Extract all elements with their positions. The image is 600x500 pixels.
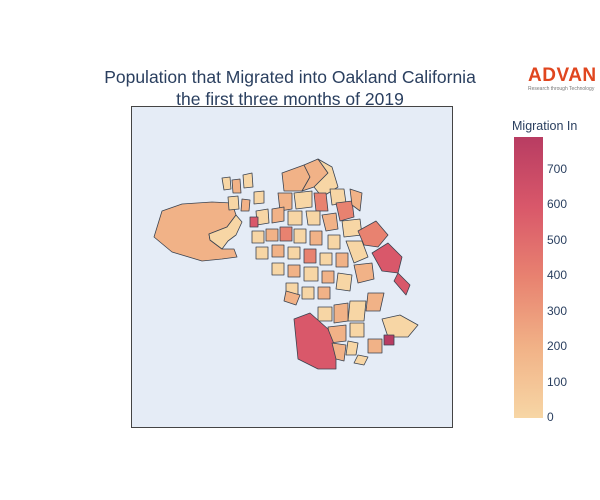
map-region[interactable]	[221, 176, 232, 191]
map-region[interactable]	[240, 198, 251, 212]
colorbar-tick: 200	[547, 339, 568, 353]
map-region[interactable]	[335, 252, 349, 268]
map-region[interactable]	[303, 248, 317, 264]
map-region[interactable]	[287, 210, 303, 226]
map-region[interactable]	[349, 322, 365, 338]
advan-logo: ADVAN Research through Technology	[528, 65, 598, 93]
map-region[interactable]	[353, 262, 375, 284]
colorbar-tick: 300	[547, 304, 568, 318]
map-region[interactable]	[347, 300, 367, 322]
choropleth-map[interactable]	[131, 106, 453, 428]
map-region[interactable]	[303, 266, 319, 282]
map-region[interactable]	[327, 234, 341, 250]
map-region[interactable]	[227, 195, 240, 211]
map-region[interactable]	[253, 190, 265, 205]
map-region[interactable]	[309, 230, 323, 246]
map-region[interactable]	[335, 272, 353, 292]
map-region[interactable]	[353, 354, 369, 366]
map-region[interactable]	[371, 242, 403, 274]
map-region[interactable]	[279, 226, 293, 242]
map-region[interactable]	[319, 252, 333, 266]
map-region[interactable]	[345, 340, 359, 356]
map-region[interactable]	[381, 314, 419, 338]
colorbar-tick: 700	[547, 162, 568, 176]
map-region[interactable]	[301, 286, 315, 300]
colorbar-title: Migration In	[512, 119, 578, 133]
colorbar-tick: 100	[547, 375, 568, 389]
colorbar-gradient	[514, 137, 543, 418]
map-region[interactable]	[271, 244, 285, 258]
map-region[interactable]	[313, 192, 329, 212]
colorbar-tick: 0	[547, 410, 554, 424]
map-region[interactable]	[255, 246, 269, 260]
map-svg	[153, 158, 419, 370]
map-region[interactable]	[331, 342, 347, 362]
map-region[interactable]	[367, 338, 383, 354]
map-region[interactable]	[383, 334, 395, 346]
map-region[interactable]	[345, 240, 369, 264]
map-region[interactable]	[242, 172, 254, 189]
map-region[interactable]	[321, 270, 335, 284]
map-region[interactable]	[293, 190, 313, 210]
chart-title: Population that Migrated into Oakland Ca…	[60, 66, 520, 110]
colorbar-tick: 500	[547, 233, 568, 247]
map-region[interactable]	[305, 210, 321, 226]
map-region[interactable]	[293, 228, 307, 244]
map-region[interactable]	[231, 178, 242, 194]
logo-tagline: Research through Technology	[528, 86, 595, 92]
map-region[interactable]	[317, 286, 331, 300]
map-region[interactable]	[321, 212, 339, 232]
map-region[interactable]	[335, 200, 355, 222]
map-region[interactable]	[349, 188, 363, 212]
map-region[interactable]	[249, 216, 259, 228]
chart-title-line-2: the first three months of 2019	[176, 89, 404, 109]
map-region[interactable]	[293, 312, 337, 370]
map-region[interactable]	[393, 272, 411, 296]
colorbar-tick: 400	[547, 268, 568, 282]
map-region[interactable]	[317, 306, 333, 322]
logo-wordmark: ADVAN	[528, 65, 597, 86]
colorbar-tick: 600	[547, 197, 568, 211]
map-region[interactable]	[277, 192, 293, 212]
map-region[interactable]	[333, 302, 349, 324]
map-region[interactable]	[287, 246, 301, 260]
map-region[interactable]	[287, 264, 301, 278]
map-region[interactable]	[283, 290, 301, 306]
map-region[interactable]	[365, 292, 385, 312]
chart-title-line-1: Population that Migrated into Oakland Ca…	[104, 67, 476, 87]
map-region[interactable]	[271, 206, 285, 224]
map-region[interactable]	[271, 262, 285, 276]
map-region[interactable]	[251, 230, 265, 244]
map-region[interactable]	[208, 214, 243, 250]
map-region[interactable]	[265, 228, 279, 242]
